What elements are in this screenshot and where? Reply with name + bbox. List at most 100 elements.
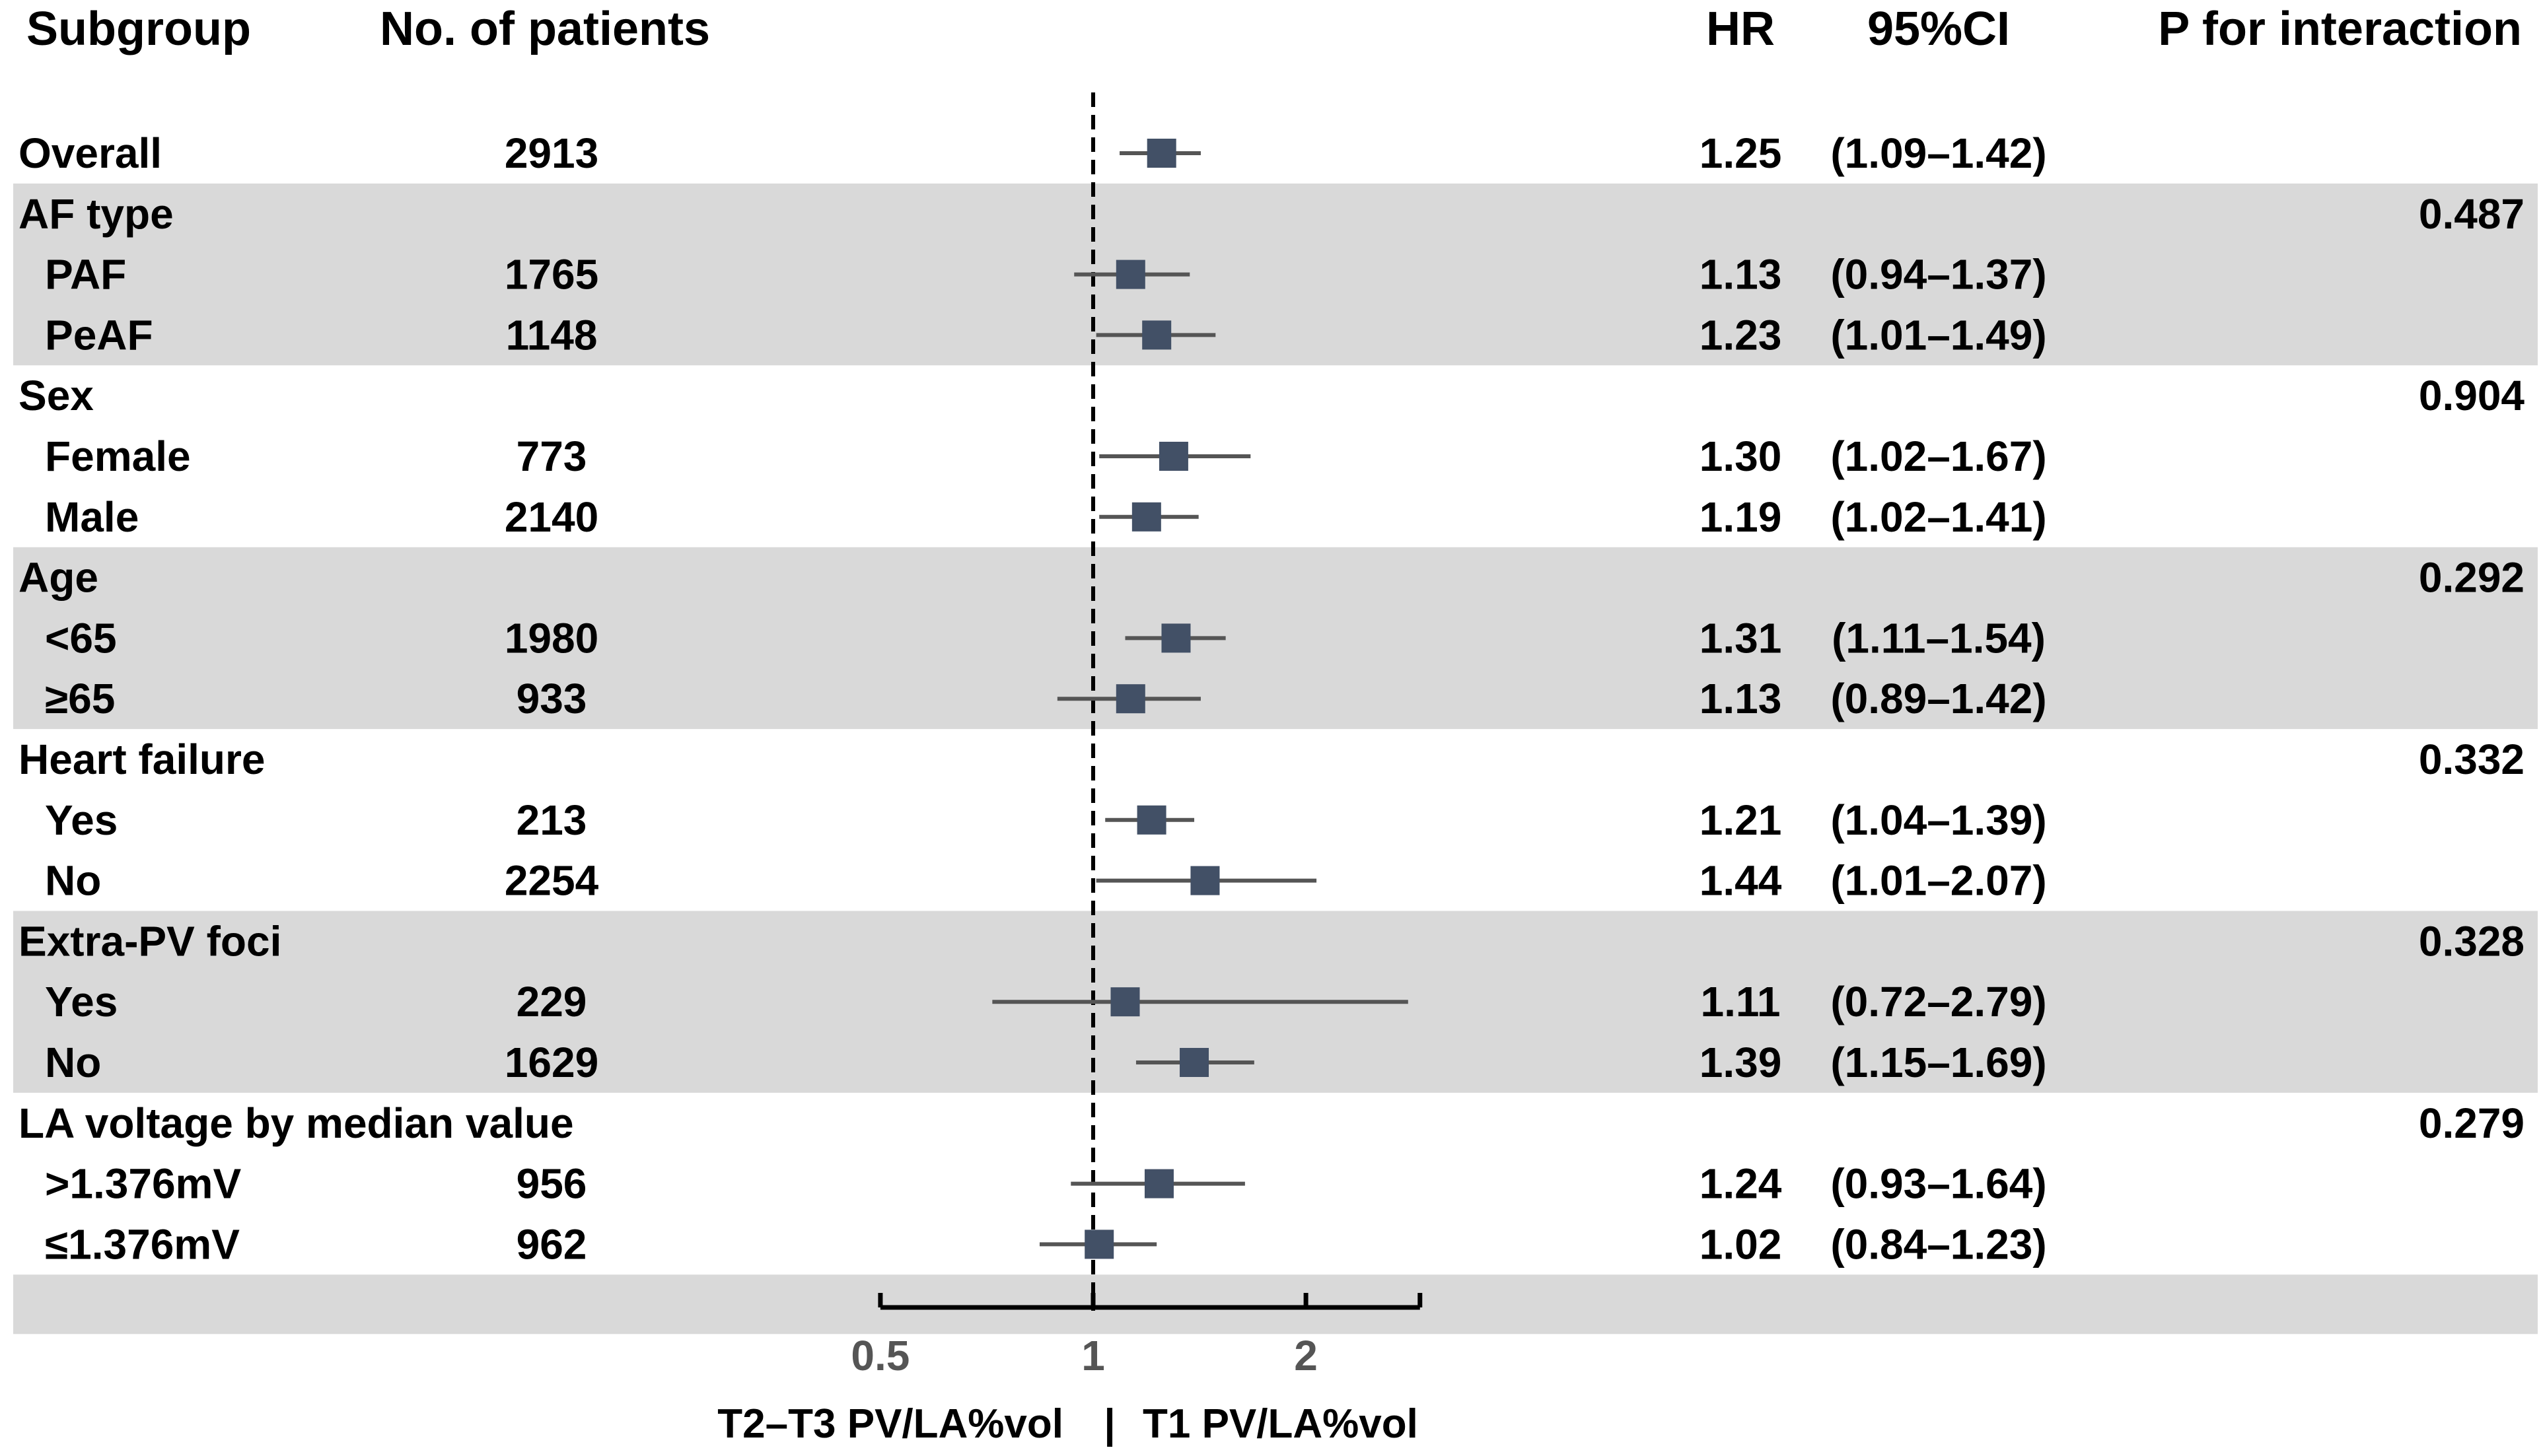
row-patients: 2254 — [505, 857, 599, 905]
table-row: ≤1.376mV 962 1.02 (0.84–1.23) — [45, 1220, 2047, 1268]
row-label: <65 — [45, 614, 117, 662]
table-row: Yes 213 1.21 (1.04–1.39) — [45, 796, 2047, 844]
row-hr: 1.02 — [1700, 1220, 1782, 1268]
row-ci: (1.02–1.41) — [1830, 493, 2046, 541]
row-hr: 1.19 — [1700, 493, 1782, 541]
row-patients: 2913 — [505, 129, 598, 177]
hr-marker — [1116, 260, 1145, 289]
table-row: Female 773 1.30 (1.02–1.67) — [45, 433, 2047, 480]
hr-marker — [1190, 866, 1220, 895]
row-hr: 1.11 — [1700, 978, 1780, 1025]
table-row: No 1629 1.39 (1.15–1.69) — [45, 1039, 2047, 1086]
row-patients: 213 — [517, 796, 587, 844]
table-row: No 2254 1.44 (1.01–2.07) — [45, 857, 2047, 905]
column-headers: Subgroup No. of patients HR 95%CI P for … — [26, 3, 2522, 55]
row-ci: (0.72–2.79) — [1830, 978, 2046, 1025]
header-subgroup: Subgroup — [26, 3, 251, 55]
table-row: Sex 0.904 — [18, 372, 2525, 419]
row-label: Sex — [18, 372, 94, 419]
row-p-interaction: 0.279 — [2419, 1099, 2525, 1147]
row-ci: (1.09–1.42) — [1830, 129, 2046, 177]
row-hr: 1.39 — [1700, 1039, 1782, 1086]
band-0 — [13, 183, 2538, 366]
x-tick-label: 2 — [1294, 1332, 1318, 1379]
band-axis — [13, 1274, 2538, 1335]
row-hr: 1.13 — [1700, 251, 1782, 298]
hr-marker — [1137, 805, 1166, 835]
hr-marker — [1142, 320, 1172, 350]
row-ci: (1.15–1.69) — [1830, 1039, 2046, 1086]
table-row: Extra-PV foci 0.328 — [18, 917, 2525, 965]
row-patients: 773 — [517, 433, 587, 480]
hr-marker — [1180, 1048, 1209, 1077]
row-ci: (0.84–1.23) — [1830, 1220, 2046, 1268]
row-patients: 956 — [517, 1160, 587, 1208]
table-row: Male 2140 1.19 (1.02–1.41) — [45, 493, 2047, 541]
table-row: LA voltage by median value 0.279 — [18, 1099, 2525, 1147]
table-row: Heart failure 0.332 — [18, 736, 2525, 783]
row-patients: 933 — [517, 675, 587, 722]
shaded-bands — [13, 183, 2538, 1335]
hr-marker — [1147, 139, 1176, 168]
row-hr: 1.21 — [1700, 796, 1782, 844]
x-tick-label: 0.5 — [851, 1332, 910, 1379]
row-label: >1.376mV — [45, 1160, 241, 1208]
row-hr: 1.23 — [1700, 311, 1782, 359]
row-patients: 1765 — [505, 251, 598, 298]
row-label: Yes — [45, 796, 118, 844]
ci-markers — [992, 139, 1408, 1259]
row-p-interaction: 0.292 — [2419, 554, 2525, 602]
row-label: PAF — [45, 251, 126, 298]
row-label: Male — [45, 493, 139, 541]
table-row: PeAF 1148 1.23 (1.01–1.49) — [45, 311, 2047, 359]
hr-marker — [1110, 987, 1140, 1017]
row-ci: (1.04–1.39) — [1830, 796, 2046, 844]
row-hr: 1.31 — [1700, 614, 1782, 662]
row-label: PeAF — [45, 311, 153, 359]
row-hr: 1.24 — [1700, 1160, 1782, 1208]
caption-separator: | — [1104, 1401, 1115, 1447]
row-label: Age — [18, 554, 98, 602]
row-patients: 229 — [517, 978, 587, 1025]
table-row: >1.376mV 956 1.24 (0.93–1.64) — [45, 1160, 2047, 1208]
table-row: Yes 229 1.11 (0.72–2.79) — [45, 978, 2047, 1025]
row-ci: (1.02–1.67) — [1830, 433, 2046, 480]
row-patients: 962 — [517, 1220, 587, 1268]
row-patients: 2140 — [505, 493, 598, 541]
hr-marker — [1116, 684, 1145, 714]
table-row: Overall 2913 1.25 (1.09–1.42) — [18, 129, 2047, 177]
header-patients: No. of patients — [380, 3, 710, 55]
row-ci: (1.11–1.54) — [1832, 614, 2046, 662]
row-p-interaction: 0.904 — [2419, 372, 2525, 419]
row-label: Extra-PV foci — [18, 917, 281, 965]
hr-marker — [1161, 623, 1191, 653]
row-hr: 1.25 — [1700, 129, 1782, 177]
row-label: LA voltage by median value — [18, 1099, 574, 1147]
header-ci: 95%CI — [1867, 3, 2010, 55]
row-label: No — [45, 857, 101, 905]
row-ci: (0.93–1.64) — [1830, 1160, 2046, 1208]
table-row: ≥65 933 1.13 (0.89–1.42) — [45, 675, 2047, 722]
row-ci: (0.94–1.37) — [1830, 251, 2046, 298]
table-row: Age 0.292 — [18, 554, 2525, 602]
hr-marker — [1131, 502, 1161, 532]
row-p-interaction: 0.332 — [2419, 736, 2525, 783]
row-label: Overall — [18, 129, 162, 177]
row-hr: 1.13 — [1700, 675, 1782, 722]
row-label: Heart failure — [18, 736, 265, 783]
header-hr: HR — [1706, 3, 1775, 55]
header-p-interaction: P for interaction — [2158, 3, 2522, 55]
hr-marker — [1085, 1230, 1114, 1259]
band-1 — [13, 547, 2538, 730]
row-label: No — [45, 1039, 101, 1086]
row-label: Female — [45, 433, 191, 480]
hr-marker — [1144, 1169, 1174, 1198]
row-ci: (0.89–1.42) — [1830, 675, 2046, 722]
row-patients: 1629 — [505, 1039, 598, 1086]
caption-right: T1 PV/LA%vol — [1143, 1401, 1418, 1447]
row-label: AF type — [18, 190, 174, 238]
row-p-interaction: 0.328 — [2419, 917, 2525, 965]
table-row: PAF 1765 1.13 (0.94–1.37) — [45, 251, 2047, 298]
x-axis-caption: T2–T3 PV/LA%vol | T1 PV/LA%vol — [717, 1401, 1418, 1447]
